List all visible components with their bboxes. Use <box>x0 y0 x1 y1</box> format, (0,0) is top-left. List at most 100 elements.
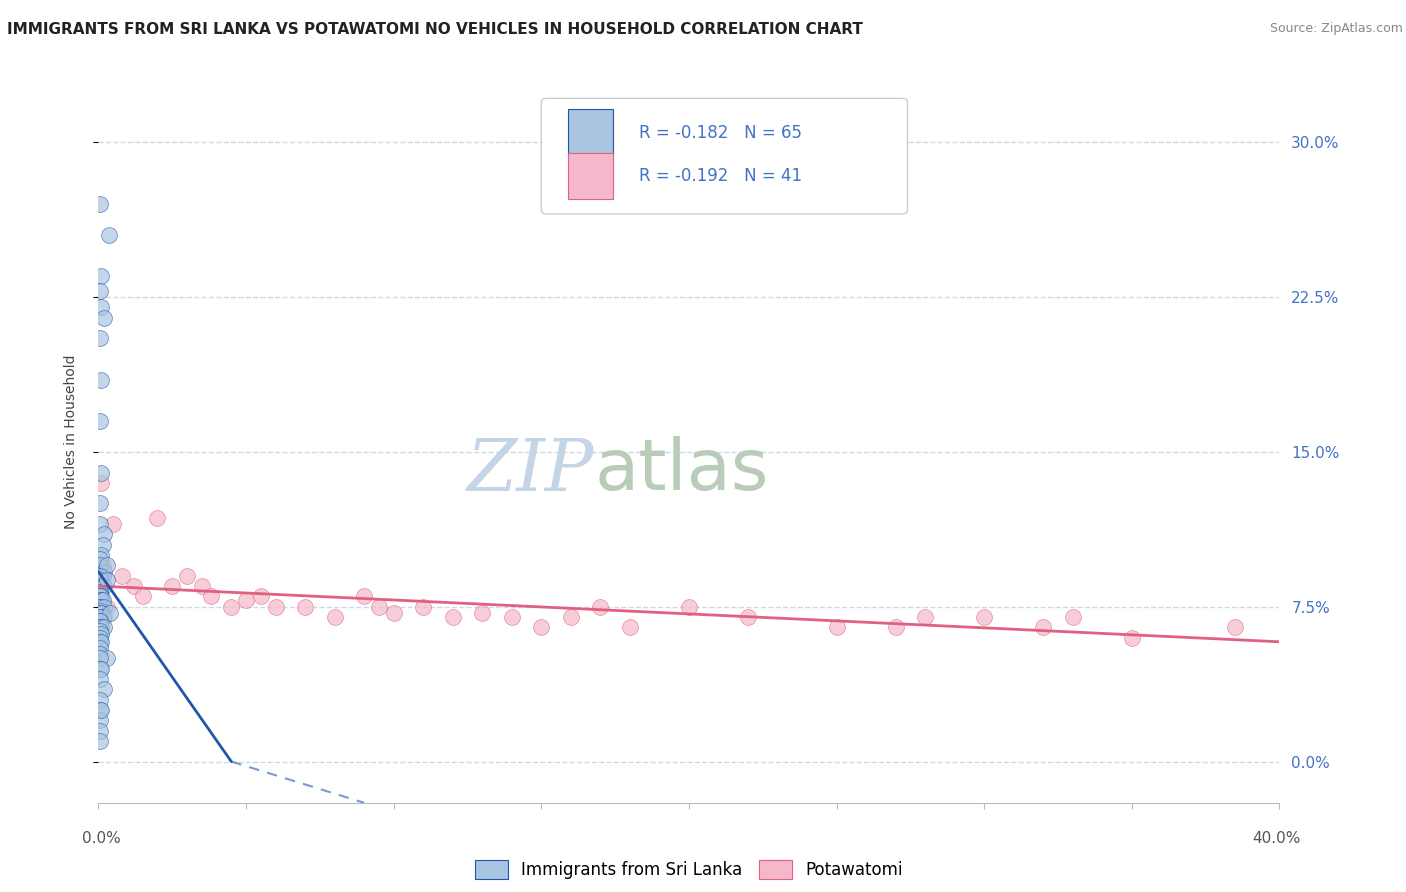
Point <box>471 606 494 620</box>
Point <box>191 579 214 593</box>
Point <box>146 511 169 525</box>
Point <box>89 610 111 624</box>
Point <box>132 590 155 604</box>
Point <box>93 527 115 541</box>
Point <box>89 197 111 211</box>
Point <box>90 466 112 480</box>
Point <box>89 662 111 676</box>
Point <box>973 610 995 624</box>
Point <box>98 606 121 620</box>
Point <box>501 610 523 624</box>
FancyBboxPatch shape <box>568 153 613 200</box>
Point <box>589 599 612 614</box>
Point <box>96 558 118 573</box>
Legend: Immigrants from Sri Lanka, Potawatomi: Immigrants from Sri Lanka, Potawatomi <box>475 860 903 880</box>
Point <box>89 723 111 738</box>
Point <box>89 624 111 639</box>
Point <box>90 604 112 618</box>
Point <box>90 590 112 604</box>
Point <box>93 620 115 634</box>
Point <box>89 640 111 655</box>
Point <box>91 558 114 573</box>
FancyBboxPatch shape <box>568 109 613 156</box>
Point <box>221 599 243 614</box>
Point <box>96 599 118 614</box>
Point <box>200 590 222 604</box>
Point <box>89 496 111 510</box>
Point <box>884 620 907 634</box>
Point <box>737 610 759 624</box>
Point <box>353 590 375 604</box>
Point <box>90 301 112 315</box>
Point <box>89 599 111 614</box>
Point <box>122 579 145 593</box>
Text: ZIP: ZIP <box>467 435 595 506</box>
Point <box>323 610 346 624</box>
Point <box>89 517 111 532</box>
Point <box>90 373 112 387</box>
Text: 40.0%: 40.0% <box>1253 831 1301 846</box>
Point <box>89 634 111 648</box>
Point <box>93 565 115 579</box>
Point <box>294 599 316 614</box>
Point <box>530 620 553 634</box>
Point <box>825 620 848 634</box>
Point <box>89 579 111 593</box>
Point <box>90 703 112 717</box>
Point <box>176 568 198 582</box>
Point <box>89 568 111 582</box>
Point <box>264 599 287 614</box>
Point <box>1062 610 1084 624</box>
Point <box>90 579 112 593</box>
Text: 0.0%: 0.0% <box>82 831 121 846</box>
Point <box>90 662 112 676</box>
Point <box>89 620 111 634</box>
Point <box>93 310 115 325</box>
Point <box>89 590 111 604</box>
Point <box>89 558 111 573</box>
Point <box>89 606 111 620</box>
Y-axis label: No Vehicles in Household: No Vehicles in Household <box>63 354 77 529</box>
Point <box>89 552 111 566</box>
Point <box>1225 620 1247 634</box>
Point <box>90 620 112 634</box>
Point <box>89 414 111 428</box>
Point <box>89 599 111 614</box>
Point <box>368 599 391 614</box>
Point <box>560 610 582 624</box>
Point <box>89 331 111 345</box>
Point <box>89 703 111 717</box>
Point <box>103 517 125 532</box>
Point <box>96 573 118 587</box>
Point <box>89 614 111 628</box>
Point <box>89 631 111 645</box>
Point <box>89 593 111 607</box>
Point <box>111 568 134 582</box>
Text: R = -0.192   N = 41: R = -0.192 N = 41 <box>640 167 803 185</box>
Point <box>91 610 114 624</box>
Point <box>89 573 111 587</box>
Text: Source: ZipAtlas.com: Source: ZipAtlas.com <box>1270 22 1403 36</box>
Point <box>619 620 641 634</box>
Point <box>89 647 111 661</box>
Point <box>89 590 111 604</box>
Point <box>1032 620 1054 634</box>
Point <box>90 475 112 490</box>
Point <box>235 593 257 607</box>
Point <box>250 590 273 604</box>
Point <box>89 672 111 686</box>
Point <box>91 538 114 552</box>
Text: IMMIGRANTS FROM SRI LANKA VS POTAWATOMI NO VEHICLES IN HOUSEHOLD CORRELATION CHA: IMMIGRANTS FROM SRI LANKA VS POTAWATOMI … <box>7 22 863 37</box>
Point <box>90 634 112 648</box>
Point <box>93 610 115 624</box>
Text: R = -0.182   N = 65: R = -0.182 N = 65 <box>640 124 803 142</box>
Point <box>382 606 405 620</box>
Point <box>89 614 111 628</box>
Point <box>162 579 183 593</box>
Point <box>90 548 112 562</box>
Point <box>96 651 118 665</box>
Point <box>89 692 111 706</box>
Point <box>678 599 700 614</box>
Point <box>90 606 112 620</box>
Point <box>90 269 112 284</box>
